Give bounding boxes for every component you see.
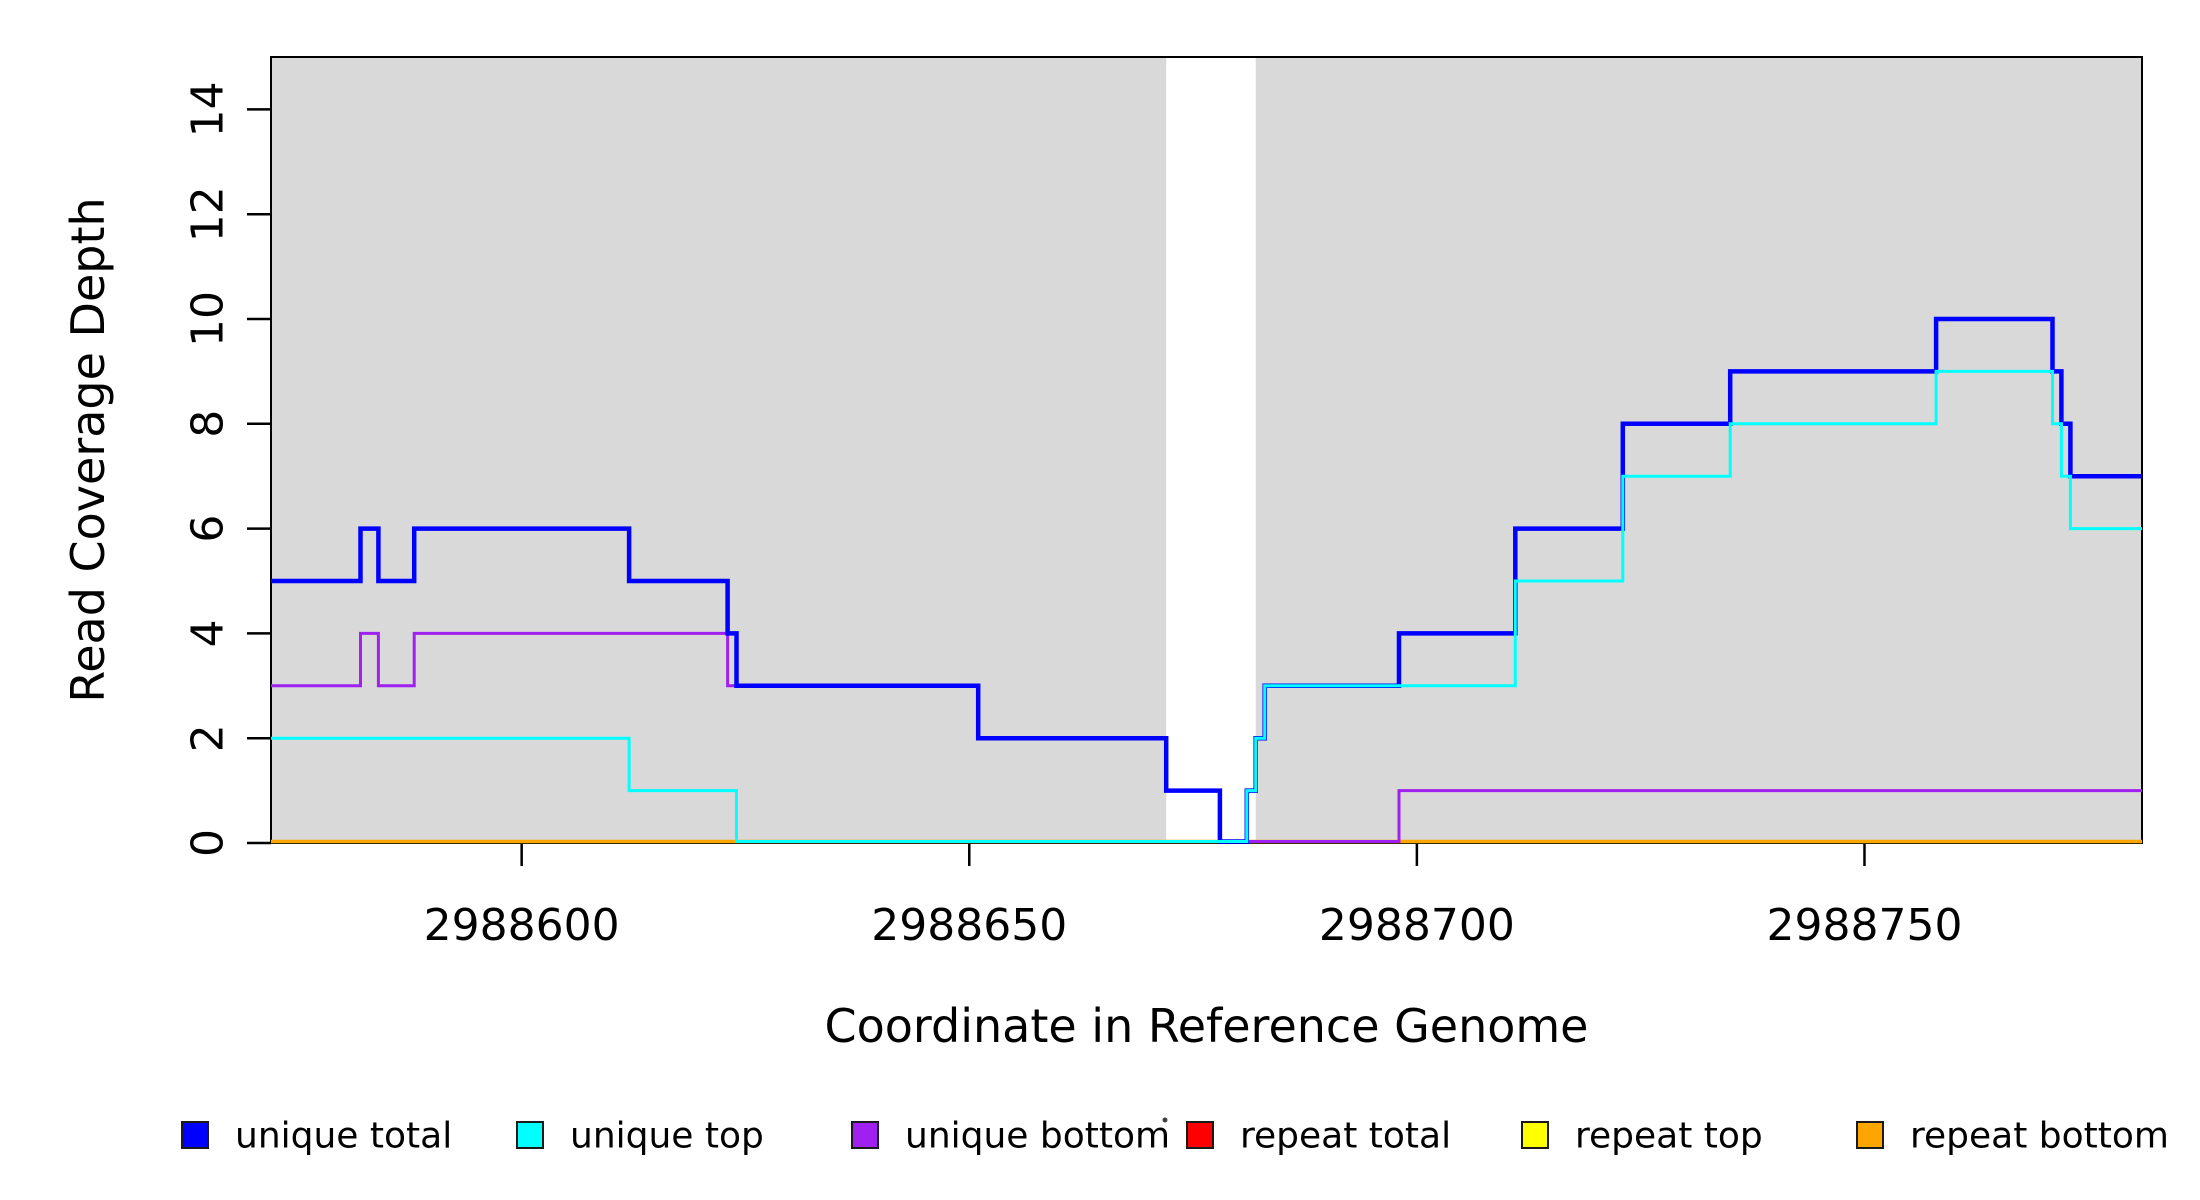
legend-swatch-unique-top xyxy=(516,1121,544,1149)
stray-dot xyxy=(1162,1117,1168,1123)
shaded-region xyxy=(1255,57,2142,843)
legend-swatch-repeat-total xyxy=(1186,1121,1214,1149)
legend-label-unique-top: unique top xyxy=(570,1116,764,1157)
x-axis-title: Coordinate in Reference Genome xyxy=(825,999,1589,1053)
y-axis-title: Read Coverage Depth xyxy=(61,197,115,702)
legend-swatch-unique-total xyxy=(181,1121,209,1149)
shaded-region xyxy=(271,57,1167,843)
legend-swatch-unique-bottom xyxy=(851,1121,879,1149)
y-tick-label: 12 xyxy=(183,186,234,242)
legend-label-repeat-top: repeat top xyxy=(1575,1116,1763,1157)
legend-label-unique-total: unique total xyxy=(235,1116,452,1157)
y-tick-label: 6 xyxy=(183,515,234,543)
y-tick-label: 8 xyxy=(183,410,234,438)
legend-swatch-repeat-bottom xyxy=(1856,1121,1884,1149)
x-tick-label: 2988650 xyxy=(871,900,1067,951)
x-tick-label: 2988750 xyxy=(1766,900,1962,951)
series-line-unique-top xyxy=(271,369,2142,843)
y-tick-label: 2 xyxy=(183,724,234,752)
y-tick-label: 10 xyxy=(183,291,234,347)
y-tick-label: 4 xyxy=(183,619,234,647)
legend-label-unique-bottom: unique bottom xyxy=(905,1116,1170,1157)
legend-label-repeat-total: repeat total xyxy=(1240,1116,1451,1157)
legend-swatch-repeat-top xyxy=(1521,1121,1549,1149)
legend-label-repeat-bottom: repeat bottom xyxy=(1910,1116,2169,1157)
x-tick-label: 2988600 xyxy=(424,900,620,951)
y-tick-label: 0 xyxy=(183,829,234,857)
y-tick-label: 14 xyxy=(183,81,234,137)
x-tick-label: 2988700 xyxy=(1319,900,1515,951)
